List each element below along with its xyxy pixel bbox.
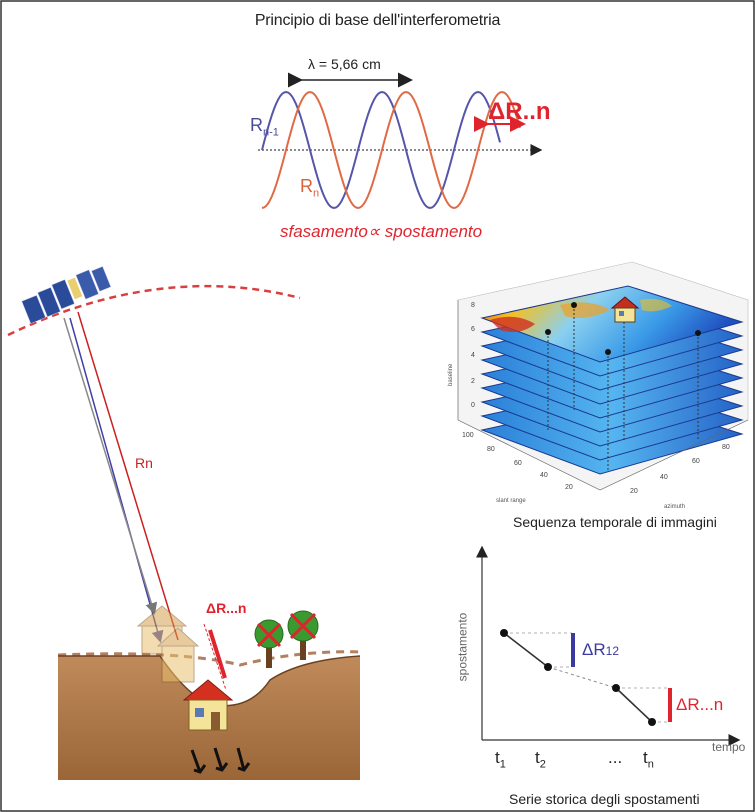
cube-z-tick: 4 — [471, 352, 475, 359]
cube-x-tick: 60 — [514, 460, 522, 467]
delta12-sub: 12 — [605, 644, 619, 658]
ts-tick: t1 — [495, 748, 506, 771]
ts-tick: t2 — [535, 748, 546, 771]
delta12-main: ΔR — [582, 640, 606, 659]
image-stack-cube: baseline slant range azimuth — [448, 261, 749, 510]
tree-icon — [287, 610, 319, 660]
deltan-label: ΔR...n — [676, 695, 724, 714]
delta12-label: ΔR12 — [582, 640, 619, 660]
rn1-sub: n-1 — [263, 126, 279, 139]
beam-red-rn — [77, 311, 179, 641]
ts-segment — [615, 687, 653, 723]
ts-point — [544, 663, 552, 671]
rn-main: R — [300, 176, 313, 196]
wave-red-rn — [261, 90, 521, 210]
svg-text:slant range: slant range — [496, 498, 526, 504]
house-original-icon — [136, 605, 200, 683]
ts-segment — [503, 632, 549, 668]
svg-text:azimuth: azimuth — [664, 504, 685, 510]
stack-caption: Sequenza temporale di immagini — [513, 514, 717, 530]
svg-text:baseline: baseline — [448, 363, 454, 386]
cube-z-tick: 0 — [471, 402, 475, 409]
satellite-scene — [7, 266, 301, 643]
cube-z-tick: 8 — [471, 302, 475, 309]
ground-delta-label: ΔR...n — [206, 600, 247, 616]
cube-y-tick: 60 — [692, 458, 700, 465]
original-surface — [57, 650, 363, 667]
satellite-icon — [21, 266, 112, 324]
cube-y-tick: 80 — [722, 444, 730, 451]
ts-point — [648, 718, 656, 726]
wave-blue-rn1 — [261, 90, 501, 210]
wavelength-label: λ = 5,66 cm — [308, 56, 381, 72]
beam-rn-label: Rn — [135, 455, 153, 471]
tree-icon — [254, 619, 284, 668]
cube-y-tick: 40 — [660, 474, 668, 481]
house-displaced-icon — [182, 679, 234, 731]
wave-diagram — [258, 72, 543, 210]
diagram-title: Principio di base dell'interferometria — [254, 12, 501, 29]
cube-z-tick: 2 — [471, 378, 475, 385]
ts-tick: tn — [643, 748, 654, 771]
ts-tick: ... — [608, 748, 623, 767]
ground-delta-arrow — [208, 629, 227, 679]
top-layer-heatmap — [480, 285, 744, 363]
beam-blue-rn1 — [69, 317, 164, 643]
ts-xlabel: tempo — [712, 740, 746, 754]
phase-delta-label: ΔR..n — [488, 98, 551, 125]
rn1-main: R — [250, 115, 263, 135]
series-caption: Serie storica degli spostamenti — [509, 791, 700, 807]
ts-point — [612, 684, 620, 692]
subsidence-arrows — [190, 747, 251, 774]
ts-ylabel: spostamento — [455, 612, 470, 682]
pixel-columns — [547, 305, 699, 470]
cube-y-tick: 20 — [630, 488, 638, 495]
subsided-surface — [58, 655, 361, 707]
ts-point — [500, 629, 508, 637]
rn1-label: Rn-1 — [250, 115, 279, 139]
rn-label: Rn — [300, 176, 319, 200]
cube-x-tick: 40 — [540, 472, 548, 479]
phase-formula: sfasamento∝ spostamento — [280, 222, 483, 241]
cube-house-icon — [610, 296, 640, 323]
rn-sub: n — [313, 187, 320, 200]
cube-x-tick: 100 — [462, 432, 474, 439]
orbit-path — [7, 284, 301, 337]
time-series-chart — [476, 545, 741, 746]
cube-x-tick: 80 — [487, 446, 495, 453]
cube-z-tick: 6 — [471, 326, 475, 333]
cube-x-tick: 20 — [565, 484, 573, 491]
beam-gray — [63, 317, 158, 615]
ground-scene — [57, 605, 363, 780]
